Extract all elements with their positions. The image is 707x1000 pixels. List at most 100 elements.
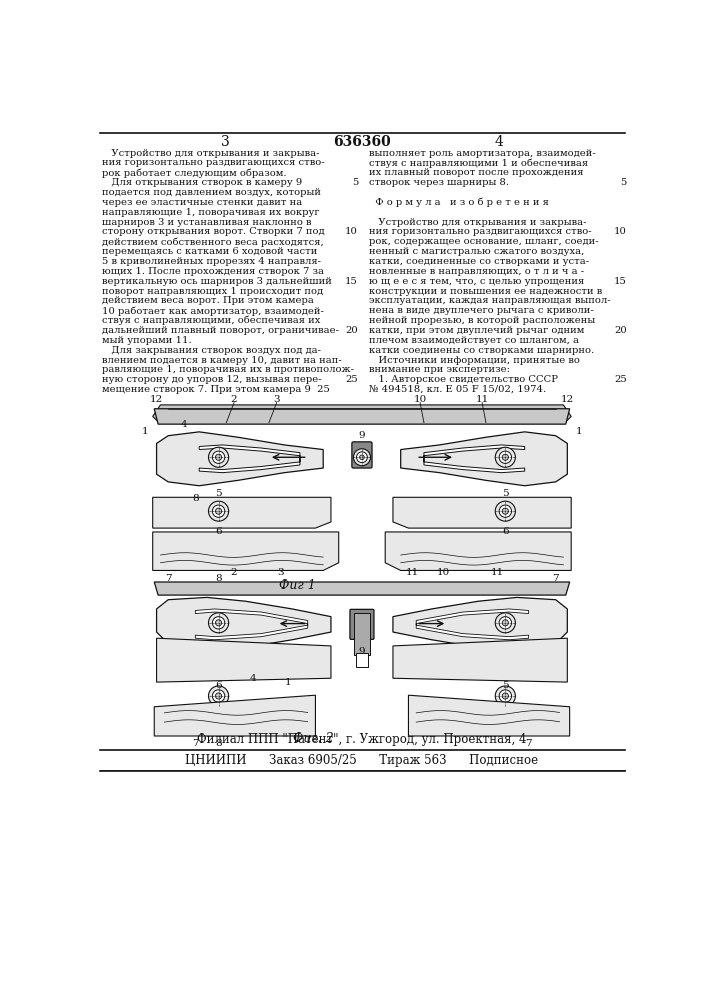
Text: 7: 7 [165,574,172,583]
Text: 5: 5 [351,178,358,187]
Text: 6: 6 [215,681,222,690]
Text: ную сторону до упоров 12, вызывая пере-: ную сторону до упоров 12, вызывая пере- [103,375,322,384]
Text: 8: 8 [192,494,199,503]
Text: ния горизонтально раздвигающихся ство-: ния горизонтально раздвигающихся ство- [369,227,592,236]
Text: нейной прорезью, в которой расположены: нейной прорезью, в которой расположены [369,316,595,325]
Polygon shape [156,432,323,486]
Polygon shape [199,445,300,473]
Text: 9: 9 [358,431,366,440]
Text: сторону открывания ворот. Створки 7 под: сторону открывания ворот. Створки 7 под [103,227,325,236]
FancyBboxPatch shape [350,609,374,639]
Text: 10: 10 [614,227,627,236]
Circle shape [216,620,222,626]
Text: 25: 25 [345,375,358,384]
Text: 11: 11 [491,568,504,577]
Polygon shape [156,638,331,682]
Text: ющих 1. После прохождения створок 7 за: ющих 1. После прохождения створок 7 за [103,267,325,276]
Text: их плавный поворот после прохождения: их плавный поворот после прохождения [369,168,583,177]
Text: 15: 15 [614,277,627,286]
Text: ния горизонтально раздвигающихся ство-: ния горизонтально раздвигающихся ство- [103,158,325,167]
Text: 12: 12 [150,395,163,404]
Text: 3: 3 [221,135,230,149]
Text: 5 в криволинейных прорезях 4 направля-: 5 в криволинейных прорезях 4 направля- [103,257,321,266]
Text: 5: 5 [621,178,627,187]
Text: Источники информации, принятые во: Источники информации, принятые во [369,356,580,365]
Text: 1: 1 [285,678,292,687]
Polygon shape [153,497,331,528]
Circle shape [354,449,370,466]
Text: 5: 5 [502,681,508,690]
Circle shape [360,455,364,460]
Circle shape [212,451,225,463]
Polygon shape [154,582,570,595]
Text: выполняет роль амортизатора, взаимодей-: выполняет роль амортизатора, взаимодей- [369,149,596,158]
Circle shape [216,508,222,514]
Circle shape [502,620,508,626]
Text: через ее эластичные стенки давит на: через ее эластичные стенки давит на [103,198,303,207]
Text: катки соединены со створками шарнирно.: катки соединены со створками шарнирно. [369,346,594,355]
Text: 25: 25 [614,375,627,384]
Text: ю щ е е с я тем, что, с целью упрощения: ю щ е е с я тем, что, с целью упрощения [369,277,584,286]
Text: рок работает следующим образом.: рок работает следующим образом. [103,168,287,178]
Polygon shape [154,409,570,424]
Text: 5: 5 [502,489,508,498]
Text: 8: 8 [215,574,222,583]
Text: 6: 6 [215,527,222,536]
Circle shape [502,508,508,514]
Text: шарниров 3 и устанавливая наклонно в: шарниров 3 и устанавливая наклонно в [103,218,312,227]
Circle shape [499,505,512,517]
Text: 2: 2 [230,395,238,404]
Text: эксплуатации, каждая направляющая выпол-: эксплуатации, каждая направляющая выпол- [369,296,611,305]
Circle shape [499,451,512,463]
Text: 4: 4 [250,674,257,683]
Polygon shape [393,597,567,651]
Text: катки, соединенные со створками и уста-: катки, соединенные со створками и уста- [369,257,589,266]
Text: ствуя с направляющими, обеспечивая их: ствуя с направляющими, обеспечивая их [103,316,321,325]
Polygon shape [393,638,567,682]
Text: Устройство для открывания и закрыва-: Устройство для открывания и закрыва- [369,218,586,227]
Text: 7: 7 [552,574,559,583]
Text: Ф о р м у л а   и з о б р е т е н и я: Ф о р м у л а и з о б р е т е н и я [369,198,549,207]
Circle shape [499,690,512,702]
Polygon shape [195,609,308,640]
Polygon shape [153,405,571,420]
Text: действием собственного веса расходятся,: действием собственного веса расходятся, [103,237,324,247]
Polygon shape [156,597,331,651]
Circle shape [499,617,512,629]
Circle shape [212,505,225,517]
Circle shape [209,447,228,467]
Text: подается под давлением воздух, который: подается под давлением воздух, который [103,188,321,197]
Text: рок, содержащее основание, шланг, соеди-: рок, содержащее основание, шланг, соеди- [369,237,599,246]
Text: Для открывания створок в камеру 9: Для открывания створок в камеру 9 [103,178,303,187]
Text: 15: 15 [345,277,358,286]
Text: действием веса ворот. При этом камера: действием веса ворот. При этом камера [103,296,314,305]
Text: 7: 7 [192,739,199,748]
Text: влением подается в камеру 10, давит на нап-: влением подается в камеру 10, давит на н… [103,356,342,365]
Text: 636360: 636360 [333,135,391,149]
Circle shape [495,501,515,521]
Circle shape [209,501,228,521]
Polygon shape [154,695,315,736]
Text: Фиг. 2: Фиг. 2 [293,732,334,745]
Circle shape [209,686,228,706]
Polygon shape [401,432,567,486]
Text: 8: 8 [215,739,222,748]
Text: 1: 1 [575,427,583,436]
Text: 11: 11 [475,395,489,404]
Text: новленные в направляющих, о т л и ч а -: новленные в направляющих, о т л и ч а - [369,267,584,276]
Polygon shape [424,445,525,473]
Text: 1. Авторское свидетельство СССР: 1. Авторское свидетельство СССР [369,375,558,384]
Text: 10: 10 [414,395,427,404]
Text: мещение створок 7. При этом камера 9  25: мещение створок 7. При этом камера 9 25 [103,385,330,394]
Text: 3: 3 [274,395,280,404]
Text: 4: 4 [180,420,187,429]
Text: ЦНИИПИ      Заказ 6905/25      Тираж 563      Подписное: ЦНИИПИ Заказ 6905/25 Тираж 563 Подписное [185,754,539,767]
Bar [356,653,368,667]
Circle shape [495,613,515,633]
Text: внимание при экспертизе:: внимание при экспертизе: [369,365,510,374]
Circle shape [502,454,508,460]
Circle shape [502,693,508,699]
Text: 3: 3 [277,568,284,577]
Polygon shape [409,695,570,736]
Text: 6: 6 [502,527,508,536]
